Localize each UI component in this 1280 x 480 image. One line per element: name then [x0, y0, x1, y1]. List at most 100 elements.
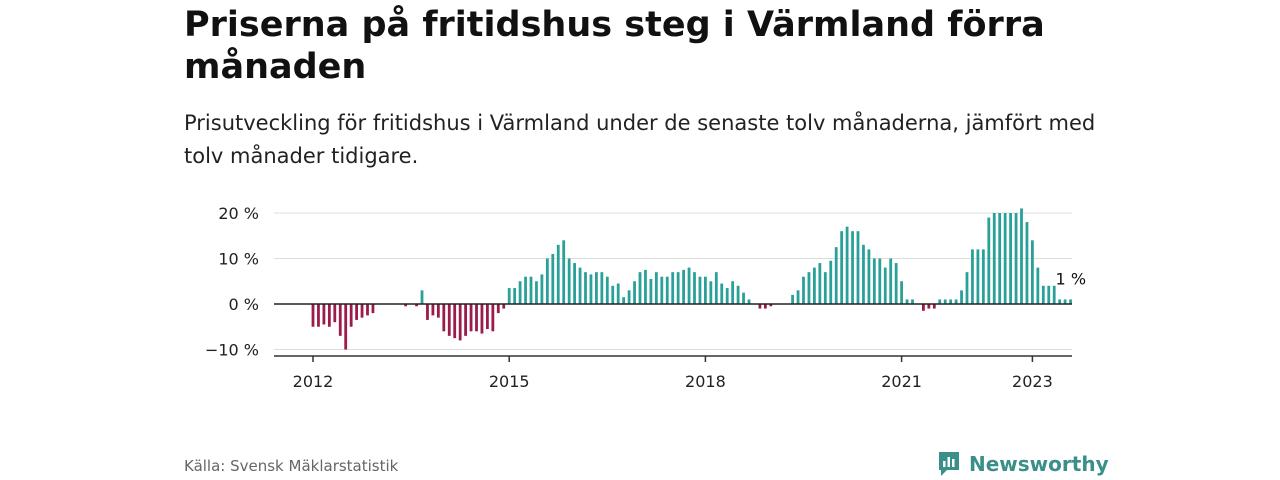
bar [1052, 285, 1056, 304]
annotations: 1 % [1056, 269, 1086, 288]
bar [360, 304, 364, 318]
y-tick-label: 0 % [229, 295, 259, 314]
bar [954, 299, 958, 304]
bar [1025, 222, 1029, 304]
bar [480, 304, 484, 334]
bar [464, 304, 467, 336]
bar [1036, 267, 1040, 304]
bar [524, 276, 527, 304]
bar [496, 304, 500, 314]
bar [736, 285, 740, 304]
chart-title: Priserna på fritidshus steg i Värmland f… [184, 5, 1045, 87]
bar [851, 231, 854, 304]
bar [562, 240, 566, 304]
bar [769, 304, 773, 307]
bar [845, 226, 849, 304]
bar [595, 272, 598, 304]
bar [872, 258, 876, 304]
bar [791, 294, 794, 304]
bar [567, 258, 571, 304]
x-tick-label: 2012 [293, 372, 334, 391]
bar [938, 299, 942, 304]
bar [900, 281, 903, 304]
bar [344, 304, 348, 350]
bar [796, 290, 800, 304]
bar [333, 304, 337, 323]
bar [589, 274, 593, 304]
bar [475, 304, 478, 332]
bar [987, 217, 991, 304]
bar [627, 290, 631, 304]
bar [584, 272, 587, 304]
bar [1003, 213, 1007, 304]
bar [725, 288, 729, 304]
bar [529, 276, 533, 304]
bar [491, 304, 495, 332]
bar [404, 304, 408, 307]
bar [698, 276, 702, 304]
bar [633, 281, 636, 304]
last-value-label: 1 % [1056, 269, 1086, 288]
bar [747, 299, 751, 304]
brand-logo[interactable]: Newsworthy [937, 449, 1109, 479]
bar [992, 213, 996, 304]
bar [905, 299, 909, 304]
bar [447, 304, 451, 336]
bar [507, 288, 511, 304]
grid-lines [274, 212, 1072, 350]
bar [366, 304, 369, 316]
bar [813, 267, 816, 304]
bar [676, 272, 680, 304]
x-tick-label: 2023 [1012, 372, 1053, 391]
bar [965, 272, 969, 304]
bar [426, 304, 429, 320]
bar [742, 292, 745, 305]
bar [693, 272, 696, 304]
source-note: Källa: Svensk Mäklarstatistik [184, 457, 399, 475]
bar [1063, 299, 1067, 304]
bar [1014, 213, 1018, 304]
bar [682, 269, 685, 305]
bar [616, 283, 620, 304]
bar [600, 272, 604, 304]
bar [349, 304, 353, 327]
bars [311, 208, 1072, 350]
x-tick-label: 2018 [685, 372, 726, 391]
bar [867, 249, 871, 304]
bar [545, 258, 549, 304]
bar [911, 299, 914, 304]
bar [317, 304, 320, 327]
bar [823, 272, 827, 304]
bar [687, 267, 691, 304]
bar-chart: 20 % 10 % 0 % −10 % 2012 2015 2018 2021 2023 1 … [205, 204, 1086, 391]
bar [431, 304, 435, 316]
bar [878, 258, 882, 304]
bar [611, 285, 615, 304]
bar [453, 304, 457, 339]
bar [883, 267, 887, 304]
bar [638, 272, 642, 304]
bar [802, 276, 805, 304]
bar [1047, 285, 1051, 304]
bar [442, 304, 446, 332]
newsworthy-logo-icon [939, 452, 959, 476]
bar [469, 304, 473, 332]
bar [976, 249, 980, 304]
bar [862, 244, 865, 304]
bar [458, 304, 462, 341]
bar [960, 290, 963, 304]
bar [943, 299, 947, 304]
x-tick-label: 2015 [489, 372, 530, 391]
bar [311, 304, 315, 327]
chart-subtitle: Prisutveckling för fritidshus i Värmland… [184, 111, 1096, 168]
brand-name: Newsworthy [969, 452, 1109, 476]
bar [540, 274, 544, 304]
bar [502, 304, 506, 309]
bar [518, 281, 522, 304]
bar [714, 272, 718, 304]
bar [807, 272, 811, 304]
bar [665, 276, 669, 304]
bar [856, 231, 860, 304]
bar [709, 281, 713, 304]
bar [513, 288, 517, 304]
